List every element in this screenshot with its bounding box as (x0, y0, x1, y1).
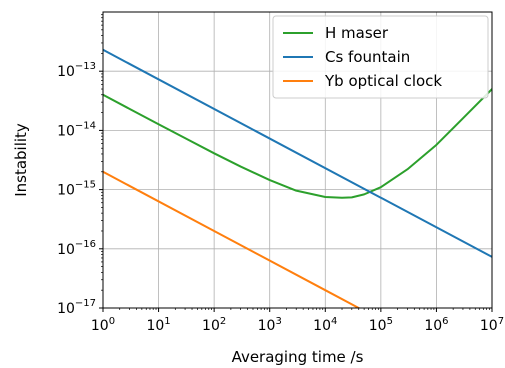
x-tick-label: 104 (313, 316, 337, 334)
y-tick-label: 10−16 (57, 239, 96, 258)
x-tick-label: 101 (146, 316, 170, 334)
plot-frame (102, 11, 493, 309)
legend-label-h-maser: H maser (325, 24, 389, 42)
y-axis: 10−17 10−16 10−15 10−14 10−13 (57, 14, 103, 317)
y-tick-label: 10−13 (57, 61, 96, 80)
x-tick-label: 106 (424, 316, 448, 334)
legend: H maser Cs fountain Yb optical clock (272, 15, 489, 99)
legend-box (272, 15, 489, 99)
x-axis: 100 101 102 103 104 105 106 107 (91, 308, 504, 334)
y-axis-label: Instability (12, 123, 30, 197)
x-tick-label: 100 (91, 316, 115, 334)
legend-label-cs-fountain: Cs fountain (325, 48, 410, 66)
x-tick-label: 103 (258, 316, 282, 334)
x-tick-label: 102 (202, 316, 226, 334)
series-line-h-maser (103, 87, 492, 199)
legend-label-yb-optical-clock: Yb optical clock (324, 72, 442, 90)
x-tick-label: 107 (480, 316, 504, 334)
x-tick-label: 105 (369, 316, 393, 334)
series-line-cs-fountain (103, 48, 492, 259)
series-line-yb-optical-clock (103, 170, 361, 308)
y-tick-label: 10−15 (57, 180, 96, 199)
series-layer (103, 48, 492, 308)
y-tick-label: 10−14 (57, 120, 96, 139)
y-tick-label: 10−17 (57, 298, 96, 317)
x-axis-label: Averaging time /s (232, 348, 364, 366)
